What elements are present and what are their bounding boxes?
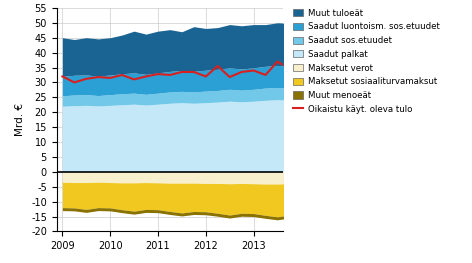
Y-axis label: Mrd. €: Mrd. € [16, 103, 25, 136]
Legend: Muut tuloeät, Saadut luontoism. sos.etuudet, Saadut sos.etuudet, Saadut palkat, : Muut tuloeät, Saadut luontoism. sos.etuu… [292, 8, 440, 115]
